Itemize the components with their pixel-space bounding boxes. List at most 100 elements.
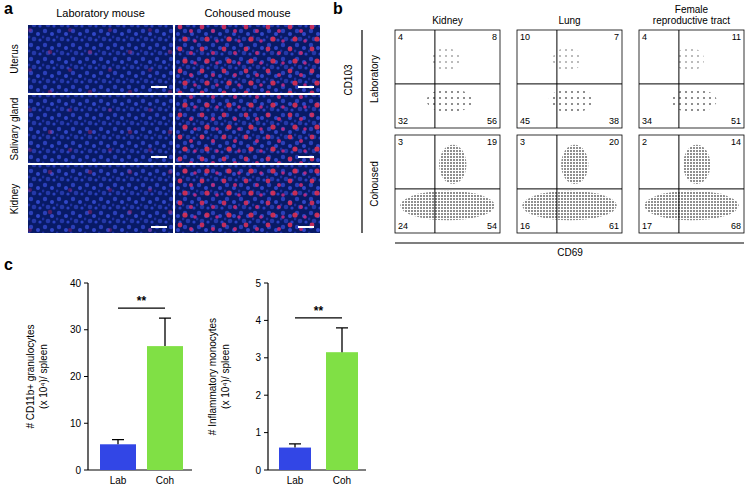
column-header: Cohoused mouse: [204, 7, 290, 19]
column-header: Kidney: [432, 15, 463, 26]
y-tick: [84, 376, 88, 377]
flow-plot: [517, 135, 622, 233]
quadrant-percent: 7: [614, 32, 619, 42]
quadrant-percent: 32: [398, 116, 408, 126]
plot-frame: [395, 135, 500, 233]
event-cloud: [522, 191, 617, 220]
tick-label: 1: [255, 427, 261, 438]
gate-line: [678, 30, 679, 128]
micrograph-signal: [28, 95, 173, 163]
row-label: Kidney: [9, 184, 20, 215]
tick-label: 20: [70, 371, 82, 382]
y-tick: [264, 283, 268, 284]
scale-bar: [298, 226, 314, 228]
y-axis: [267, 283, 268, 470]
quadrant-percent: 17: [642, 221, 652, 231]
flow-plot: [639, 30, 744, 128]
y-tick: [264, 470, 268, 471]
event-cloud: [671, 89, 717, 113]
micrograph-signal: [175, 165, 320, 233]
quadrant-percent: 3: [520, 137, 525, 147]
bar: [100, 444, 136, 470]
category-label: Coh: [333, 475, 351, 486]
axis-line: [395, 242, 744, 243]
event-cloud: [549, 89, 595, 113]
micrograph: [175, 165, 320, 233]
scale-bar: [151, 156, 167, 158]
tick-label: 30: [70, 324, 82, 335]
row-label: Laboratory: [369, 55, 380, 103]
gate-line: [639, 188, 744, 189]
plot-frame: [395, 30, 500, 128]
event-cloud: [400, 191, 495, 220]
category-label: Lab: [287, 475, 304, 486]
tick-label: 5: [255, 278, 261, 289]
quadrant-percent: 4: [642, 32, 647, 42]
event-cloud: [439, 145, 466, 184]
quadrant-percent: 19: [487, 137, 497, 147]
quadrant-percent: 11: [732, 32, 741, 42]
quadrant-percent: 61: [609, 221, 619, 231]
micrograph-signal: [28, 165, 173, 233]
quadrant-percent: 34: [642, 116, 652, 126]
quadrant-percent: 56: [487, 116, 497, 126]
y-tick: [264, 320, 268, 321]
event-cloud: [427, 89, 473, 113]
plot-frame: [517, 135, 622, 233]
error-bar: [336, 328, 348, 352]
flow-plot: [517, 30, 622, 128]
column-header: reproductive tract: [653, 15, 730, 26]
gate-line: [678, 135, 679, 233]
y-tick: [264, 357, 268, 358]
axis-label: CD69: [557, 247, 583, 258]
panel-label: b: [333, 0, 343, 17]
y-tick: [84, 423, 88, 424]
axis-label: (x 10⁴)/ spleen: [38, 344, 49, 409]
quadrant-percent: 24: [398, 221, 408, 231]
plot-frame: [517, 30, 622, 128]
axis-label: # Inflammatory monocytes: [207, 318, 218, 435]
column-header: Laboratory mouse: [56, 7, 145, 19]
quadrant-percent: 8: [492, 32, 497, 42]
error-bar: [159, 318, 171, 346]
flow-plot: [395, 135, 500, 233]
scale-bar: [151, 226, 167, 228]
y-tick: [84, 283, 88, 284]
scale-bar: [151, 86, 167, 88]
tick-label: 3: [255, 352, 261, 363]
quadrant-percent: 2: [642, 137, 647, 147]
quadrant-percent: 45: [520, 116, 530, 126]
bars: [279, 328, 358, 470]
gate-line: [395, 188, 500, 189]
micrograph: [175, 25, 320, 93]
micrograph: [175, 95, 320, 163]
event-cloud: [644, 191, 739, 220]
y-tick: [84, 470, 88, 471]
event-cloud: [683, 145, 710, 184]
row-label: Salivary gland: [9, 98, 20, 161]
tick-label: 0: [255, 465, 261, 476]
panel-label: c: [4, 256, 13, 273]
axis-label: # CD11b+ granulocytes: [25, 324, 36, 428]
error-bar: [112, 440, 124, 445]
scale-bar: [298, 86, 314, 88]
plot-frame: [639, 135, 744, 233]
flow-plot: [639, 135, 744, 233]
tick-label: 40: [70, 278, 82, 289]
micrograph: [28, 165, 173, 233]
tick-label: 0: [75, 465, 81, 476]
gate-line: [639, 83, 744, 84]
y-tick: [84, 329, 88, 330]
flow-plot: [395, 30, 500, 128]
scale-bar: [298, 156, 314, 158]
axis-label: (x 10⁴)/ spleen: [220, 344, 231, 409]
event-cloud: [561, 145, 588, 184]
micrograph: [28, 95, 173, 163]
bar: [147, 346, 183, 470]
row-label: Cohoused: [369, 161, 380, 207]
bar: [326, 352, 358, 470]
quadrant-percent: 4: [398, 32, 403, 42]
y-tick: [264, 395, 268, 396]
row-label: Uterus: [9, 44, 20, 73]
panel-label: a: [4, 0, 13, 17]
